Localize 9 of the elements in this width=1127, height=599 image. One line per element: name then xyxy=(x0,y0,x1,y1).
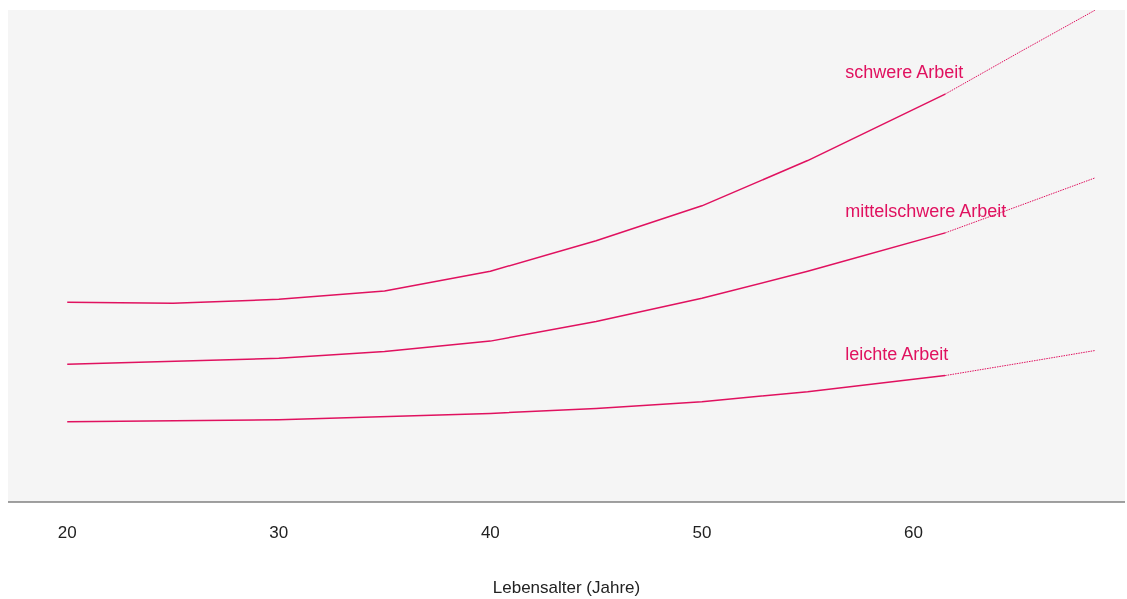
x-tick-label: 40 xyxy=(480,523,500,543)
series-label: schwere Arbeit xyxy=(845,62,964,83)
x-tick-label: 50 xyxy=(692,523,712,543)
x-tick-label: 30 xyxy=(269,523,289,543)
x-tick-label: 60 xyxy=(903,523,923,543)
series-label: leichte Arbeit xyxy=(845,343,949,364)
x-axis-title: Lebensalter (Jahre) xyxy=(492,578,641,597)
series-label: mittelschwere Arbeit xyxy=(845,200,1007,221)
x-tick-label: 20 xyxy=(57,523,77,543)
